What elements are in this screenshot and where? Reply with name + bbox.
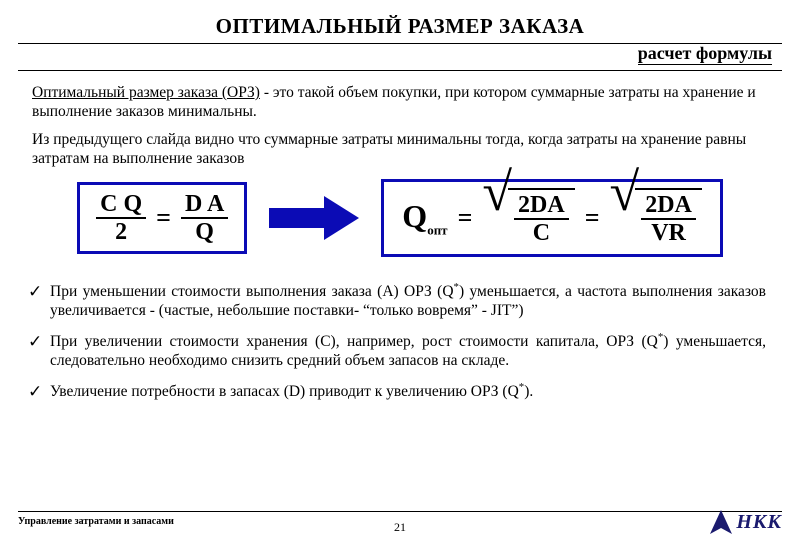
equals-2: = [458, 203, 473, 233]
formula1-lhs-den: 2 [96, 219, 146, 245]
paragraph-2: Из предыдущего слайда видно что суммарны… [32, 130, 768, 169]
page-subtitle: расчет формулы [638, 43, 772, 65]
equals-1: = [156, 203, 171, 233]
formula2-q-sub: опт [427, 222, 447, 237]
formula1-rhs-num: D A [181, 191, 228, 219]
formula2-sqrt1: √ 2DA C [482, 188, 574, 249]
formula2-q: Qопт [402, 198, 447, 238]
formula2-sqrt2: √ 2DA VR [610, 188, 702, 249]
footer: Управление затратами и запасами 21 НКК [18, 511, 782, 546]
formula2-rad2-num: 2DA [641, 192, 696, 220]
logo-icon [710, 510, 732, 534]
logo-text: НКК [736, 511, 782, 534]
check-icon: ✓ [28, 332, 42, 353]
formula-box-1: C Q 2 = D A Q [77, 182, 247, 255]
check-icon: ✓ [28, 382, 42, 403]
formula-row: C Q 2 = D A Q Qопт = √ [0, 179, 800, 258]
paragraph-1: Оптимальный размер заказа (ОРЗ) - это та… [32, 83, 768, 122]
formula2-rad2-den: VR [641, 220, 696, 246]
formula1-lhs: C Q 2 [96, 191, 146, 246]
formula2-rad1-den: C [514, 220, 569, 246]
bullet-3-post: ). [524, 383, 533, 400]
formula-box-2: Qопт = √ 2DA C = √ 2DA VR [381, 179, 723, 258]
bullet-3-pre: Увеличение потребности в запасах (D) при… [50, 383, 519, 400]
bullet-2: ✓ При увеличении стоимости хранения (С),… [50, 331, 766, 371]
page-number: 21 [394, 520, 406, 535]
formula1-rhs: D A Q [181, 191, 228, 246]
formula1-rhs-den: Q [181, 219, 228, 245]
lead-term: Оптимальный размер заказа (ОРЗ) [32, 84, 260, 101]
bullet-1: ✓ При уменьшении стоимости выполнения за… [50, 281, 766, 321]
bullet-1-pre: При уменьшении стоимости выполнения зака… [50, 283, 454, 300]
arrow-icon [269, 196, 359, 240]
check-icon: ✓ [28, 282, 42, 303]
formula2-rad1-num: 2DA [514, 192, 569, 220]
bullet-2-pre: При увеличении стоимости хранения (С), н… [50, 333, 658, 350]
logo: НКК [710, 510, 782, 534]
page-title: ОПТИМАЛЬНЫЙ РАЗМЕР ЗАКАЗА [0, 14, 800, 39]
formula1-lhs-num: C Q [96, 191, 146, 219]
equals-3: = [585, 203, 600, 233]
bullet-3: ✓ Увеличение потребности в запасах (D) п… [50, 381, 766, 402]
footer-text: Управление затратами и запасами [18, 516, 174, 527]
formula2-q-label: Q [402, 198, 427, 234]
